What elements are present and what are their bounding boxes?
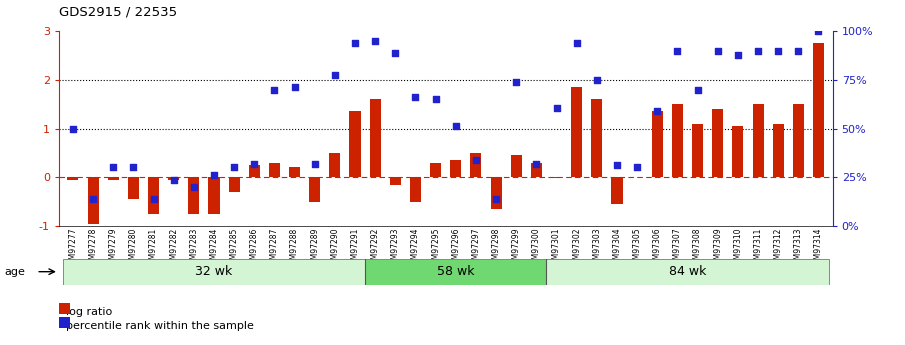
Point bbox=[469, 157, 483, 163]
Bar bbox=[148, 177, 159, 214]
Bar bbox=[269, 162, 280, 177]
Point bbox=[167, 177, 181, 183]
Point bbox=[388, 50, 403, 56]
Point bbox=[288, 84, 302, 90]
Point bbox=[227, 164, 242, 169]
Bar bbox=[752, 104, 764, 177]
Point bbox=[247, 161, 262, 166]
Point bbox=[509, 79, 523, 85]
Text: 84 wk: 84 wk bbox=[669, 265, 706, 278]
Bar bbox=[672, 104, 683, 177]
Bar bbox=[692, 124, 703, 177]
Bar bbox=[471, 153, 481, 177]
Bar bbox=[430, 162, 441, 177]
Bar bbox=[365, 259, 547, 285]
Point bbox=[529, 161, 544, 166]
Bar bbox=[62, 259, 365, 285]
Bar bbox=[168, 177, 179, 180]
Point bbox=[308, 161, 322, 166]
Point bbox=[368, 38, 383, 43]
Bar bbox=[793, 104, 804, 177]
Point bbox=[630, 164, 644, 169]
Bar bbox=[813, 43, 824, 177]
Bar bbox=[310, 177, 320, 201]
Bar bbox=[208, 177, 220, 214]
Bar bbox=[249, 165, 260, 177]
Bar bbox=[773, 124, 784, 177]
Bar bbox=[390, 177, 401, 185]
Point bbox=[671, 48, 685, 53]
Point bbox=[206, 172, 221, 178]
Text: 58 wk: 58 wk bbox=[437, 265, 474, 278]
Bar bbox=[88, 177, 99, 224]
Point bbox=[751, 48, 766, 53]
Point bbox=[549, 105, 564, 111]
Point bbox=[328, 72, 342, 78]
Point bbox=[811, 28, 825, 34]
Bar bbox=[571, 87, 582, 177]
Point bbox=[710, 48, 725, 53]
Point bbox=[569, 40, 584, 46]
Text: percentile rank within the sample: percentile rank within the sample bbox=[66, 321, 254, 331]
Bar bbox=[108, 177, 119, 180]
Bar bbox=[732, 126, 743, 177]
Point bbox=[771, 48, 786, 53]
Text: age: age bbox=[5, 267, 25, 277]
Bar bbox=[329, 153, 340, 177]
Bar bbox=[531, 162, 542, 177]
Bar bbox=[551, 177, 562, 178]
Bar bbox=[59, 304, 70, 314]
Text: 32 wk: 32 wk bbox=[195, 265, 233, 278]
Bar bbox=[410, 177, 421, 201]
Bar bbox=[188, 177, 199, 214]
Bar bbox=[349, 111, 360, 177]
Bar bbox=[652, 111, 662, 177]
Point bbox=[186, 184, 201, 190]
Bar bbox=[591, 99, 603, 177]
Bar bbox=[510, 155, 522, 177]
Point bbox=[126, 164, 140, 169]
Point bbox=[489, 196, 503, 202]
Point bbox=[691, 87, 705, 92]
Bar bbox=[289, 168, 300, 177]
Point bbox=[589, 77, 604, 82]
Point bbox=[106, 165, 120, 170]
Point bbox=[650, 109, 664, 114]
Bar bbox=[59, 317, 70, 328]
Bar bbox=[612, 177, 623, 204]
Text: GDS2915 / 22535: GDS2915 / 22535 bbox=[59, 5, 177, 18]
Point bbox=[66, 126, 81, 131]
Bar bbox=[229, 177, 240, 192]
Bar bbox=[128, 177, 139, 199]
Point bbox=[147, 196, 161, 202]
Bar bbox=[491, 177, 501, 209]
Bar bbox=[67, 177, 79, 180]
Bar bbox=[369, 99, 381, 177]
Point bbox=[348, 40, 362, 46]
Bar bbox=[451, 160, 462, 177]
Point bbox=[408, 94, 423, 100]
Bar bbox=[712, 109, 723, 177]
Bar bbox=[547, 259, 829, 285]
Text: log ratio: log ratio bbox=[66, 307, 112, 317]
Point bbox=[267, 87, 281, 92]
Point bbox=[610, 162, 624, 168]
Point bbox=[730, 53, 745, 58]
Point bbox=[86, 196, 100, 202]
Point bbox=[791, 48, 805, 53]
Point bbox=[449, 123, 463, 129]
Point bbox=[428, 97, 443, 102]
